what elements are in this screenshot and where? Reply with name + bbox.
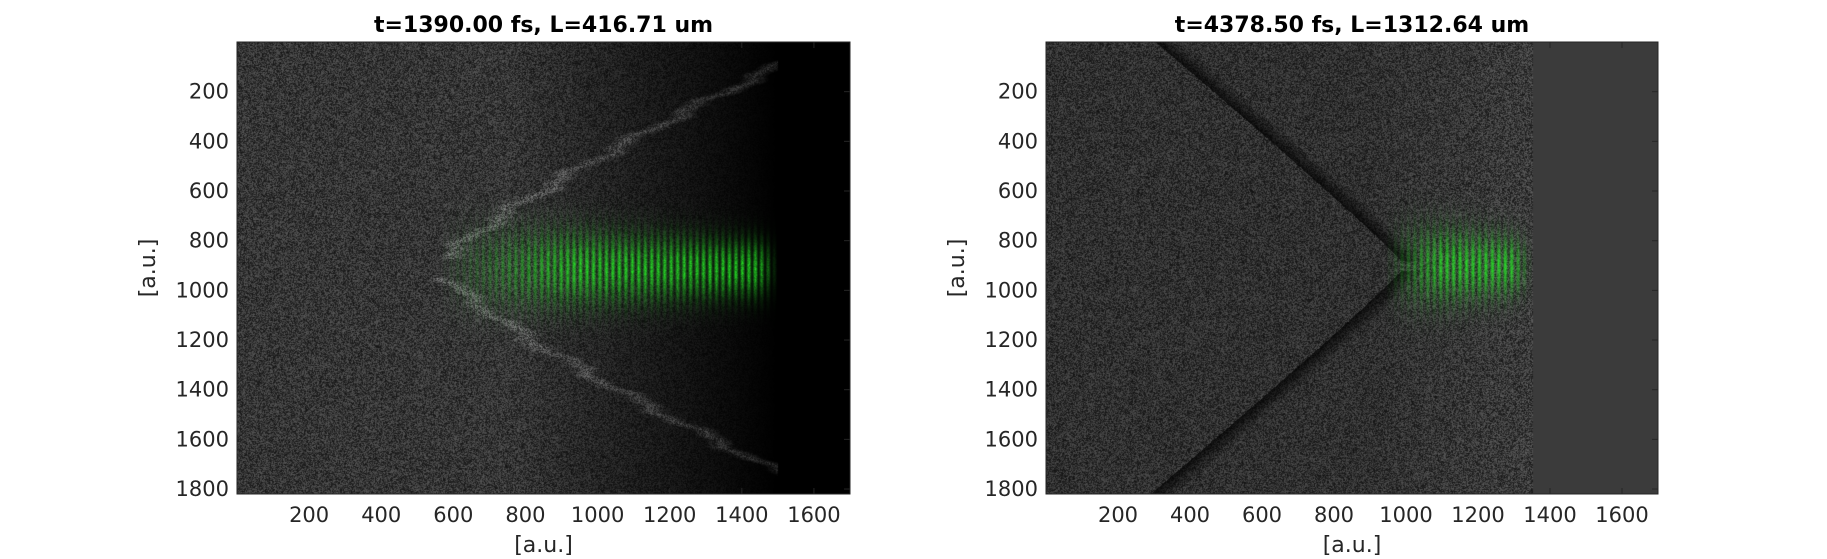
x-tick-label: 400 [1170, 503, 1210, 527]
heatmap-image [237, 42, 850, 494]
chart-title: t=4378.50 fs, L=1312.64 um [1175, 13, 1529, 38]
y-tick-label: 200 [189, 80, 229, 104]
y-tick-label: 600 [998, 179, 1038, 203]
x-tick-label: 200 [1098, 503, 1138, 527]
y-axis-label: [a.u.] [945, 239, 970, 298]
chart-title: t=1390.00 fs, L=416.71 um [374, 13, 713, 38]
y-tick-label: 1800 [985, 477, 1038, 501]
y-tick-label: 1000 [985, 278, 1038, 302]
x-tick-label: 800 [1314, 503, 1354, 527]
chart-panel-left: t=1390.00 fs, L=416.71 um 200 400 600 800 100… [136, 13, 851, 558]
y-tick-label: 1200 [176, 328, 229, 352]
y-tick-label: 1400 [176, 378, 229, 402]
heatmap-image [1046, 42, 1658, 494]
x-tick-label: 1000 [1379, 503, 1432, 527]
y-tick-label: 1400 [985, 378, 1038, 402]
y-tick-label: 1800 [176, 477, 229, 501]
y-tick-label: 400 [189, 129, 229, 153]
y-tick-label: 400 [998, 129, 1038, 153]
y-tick-label: 1600 [985, 427, 1038, 451]
axes-box [236, 41, 851, 495]
x-axis-label: [a.u.] [514, 533, 573, 558]
y-tick-label: 600 [189, 179, 229, 203]
y-tick-label: 200 [998, 80, 1038, 104]
y-tick-label: 1000 [176, 278, 229, 302]
x-axis-label: [a.u.] [1323, 533, 1382, 558]
y-axis-label: [a.u.] [136, 239, 161, 298]
x-tick-label: 200 [289, 503, 329, 527]
x-tick-label: 1400 [1523, 503, 1576, 527]
x-tick-label: 1400 [715, 503, 768, 527]
x-tick-label: 1200 [643, 503, 696, 527]
x-tick-label: 400 [361, 503, 401, 527]
y-tick-label: 800 [189, 229, 229, 253]
x-tick-label: 800 [505, 503, 545, 527]
x-tick-label: 600 [1242, 503, 1282, 527]
x-tick-label: 1000 [571, 503, 624, 527]
y-tick-label: 1200 [985, 328, 1038, 352]
x-tick-label: 1600 [1595, 503, 1648, 527]
chart-panel-right: t=4378.50 fs, L=1312.64 um 200 400 600 800 10… [945, 13, 1659, 558]
x-tick-label: 1600 [787, 503, 840, 527]
y-tick-label: 800 [998, 229, 1038, 253]
x-tick-label: 600 [433, 503, 473, 527]
axes-box [1045, 41, 1659, 495]
x-tick-label: 1200 [1451, 503, 1504, 527]
y-tick-label: 1600 [176, 427, 229, 451]
